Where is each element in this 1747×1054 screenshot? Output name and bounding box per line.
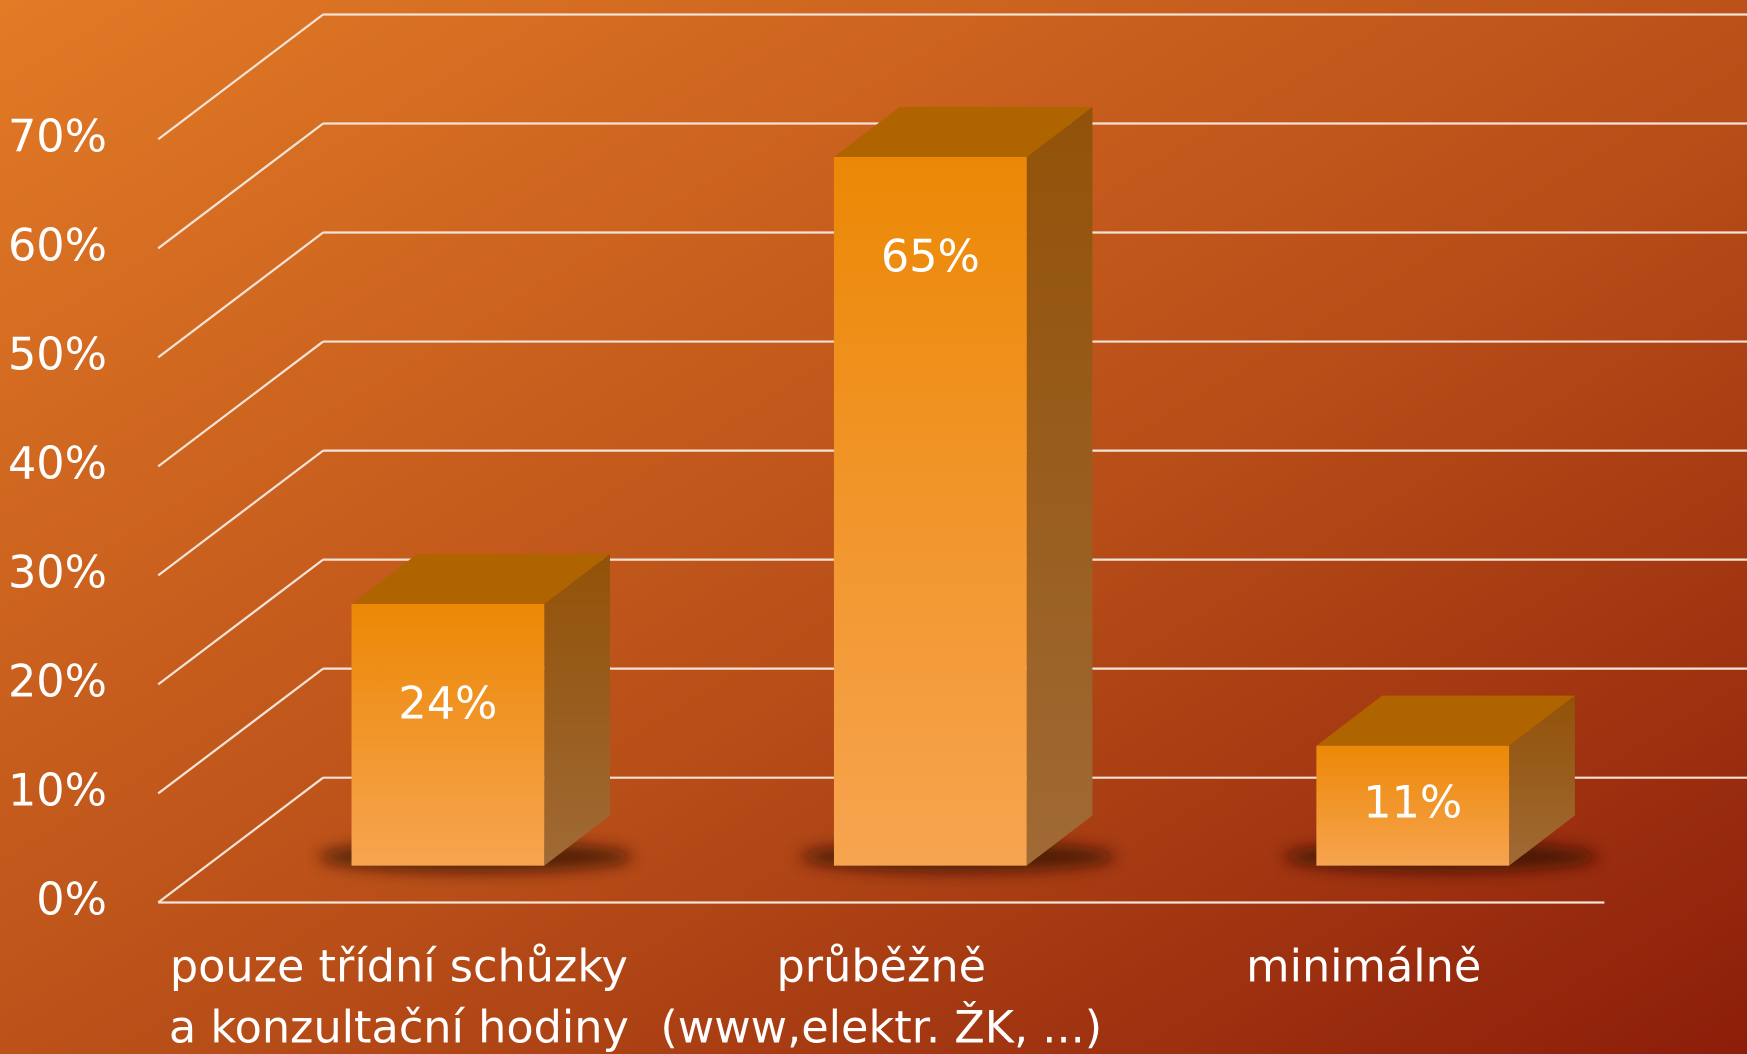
bar-top [833, 106, 1093, 157]
bar-top [351, 553, 611, 604]
grid-line-diagonal [157, 667, 324, 795]
bar [833, 156, 1027, 866]
x-tick-label: a konzultační hodiny [169, 1002, 629, 1054]
grid-line-diagonal [157, 340, 324, 468]
x-tick-label: průběžně [777, 940, 987, 992]
y-tick-label: 40% [8, 437, 107, 489]
y-tick-label: 60% [8, 219, 107, 271]
x-tick-label: (www,elektr. ŽK, ...) [660, 1001, 1102, 1054]
bar-top [1316, 695, 1575, 746]
y-tick-label: 50% [8, 328, 107, 380]
x-tick-label: minimálně [1246, 940, 1481, 992]
value-label: 65% [881, 230, 980, 282]
x-tick-label: pouze třídní schůzky [170, 940, 628, 992]
bar [351, 603, 545, 866]
y-tick-label: 70% [8, 110, 107, 162]
grid-line-diagonal [157, 13, 324, 141]
grid-line-diagonal [157, 558, 324, 686]
y-tick-label: 20% [8, 655, 107, 707]
grid-line-diagonal [157, 122, 324, 250]
y-tick-label: 30% [8, 546, 107, 598]
bar-side [544, 553, 611, 866]
value-label: 11% [1363, 777, 1462, 829]
grid-line-diagonal [157, 776, 324, 904]
grid-line-diagonal [157, 449, 324, 577]
grid-line-diagonal [157, 231, 324, 359]
bar [1316, 745, 1510, 866]
y-tick-label: 10% [8, 764, 107, 816]
bar-side [1026, 106, 1093, 866]
value-label: 24% [398, 677, 497, 729]
y-tick-label: 0% [36, 873, 107, 925]
bar-side [1509, 695, 1575, 866]
